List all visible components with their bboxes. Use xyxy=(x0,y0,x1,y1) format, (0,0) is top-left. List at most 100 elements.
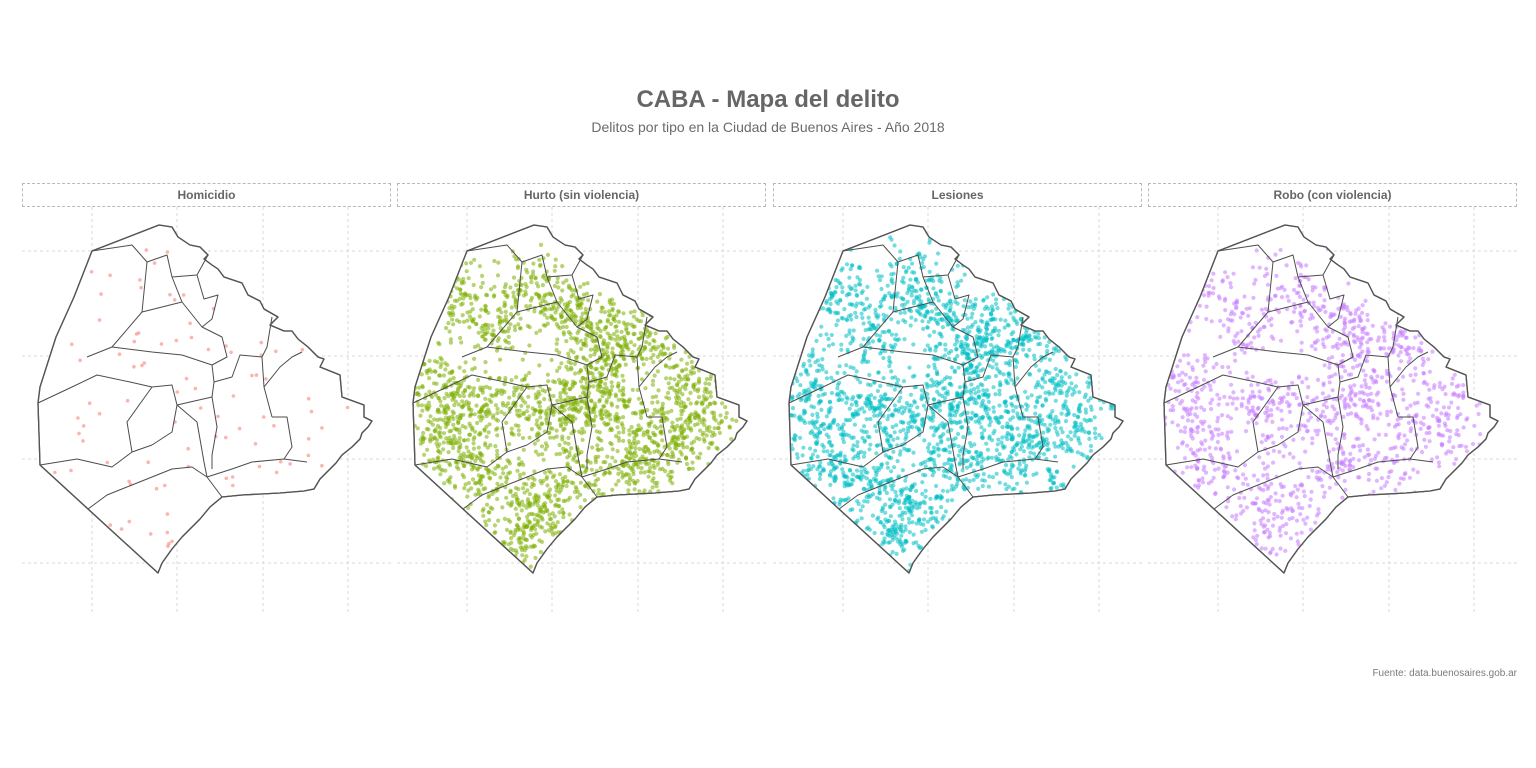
crime-point xyxy=(452,403,457,408)
crime-point xyxy=(490,323,495,328)
crime-point xyxy=(876,370,881,375)
crime-point xyxy=(531,269,536,274)
crime-point xyxy=(993,511,998,516)
crime-point xyxy=(842,307,847,312)
crime-point xyxy=(979,431,985,436)
crime-point xyxy=(632,435,637,440)
crime-point xyxy=(828,309,833,314)
crime-point xyxy=(711,430,716,435)
crime-point xyxy=(849,302,854,307)
crime-point xyxy=(574,459,579,464)
crime-point xyxy=(589,399,594,404)
crime-point xyxy=(864,547,869,552)
crime-point xyxy=(936,447,941,452)
crime-point xyxy=(324,255,329,260)
crime-point xyxy=(427,437,432,442)
crime-point xyxy=(878,410,883,415)
crime-point xyxy=(931,397,936,402)
crime-point xyxy=(974,337,979,342)
crime-point xyxy=(1052,330,1057,335)
crime-point xyxy=(589,324,594,329)
crime-point xyxy=(616,478,621,483)
crime-point xyxy=(125,398,130,403)
crime-point xyxy=(679,368,685,374)
crime-point xyxy=(165,250,170,254)
crime-point xyxy=(1043,390,1048,395)
crime-point xyxy=(529,280,534,285)
crime-point xyxy=(1002,444,1007,449)
crime-point xyxy=(839,268,844,273)
crime-point xyxy=(557,417,563,422)
crime-point xyxy=(840,467,845,472)
crime-point xyxy=(696,395,702,400)
crime-point xyxy=(1045,440,1050,445)
comuna-boundaries xyxy=(37,244,308,510)
crime-point xyxy=(663,325,668,330)
crime-point xyxy=(973,320,978,325)
crime-point xyxy=(624,455,629,460)
crime-point xyxy=(584,380,589,386)
crime-point xyxy=(943,509,948,514)
crime-point xyxy=(454,464,459,470)
crime-point xyxy=(518,572,523,573)
crime-point xyxy=(595,443,600,448)
crime-point xyxy=(458,511,463,516)
crime-point xyxy=(524,554,529,559)
crime-point xyxy=(439,403,444,408)
crime-point xyxy=(528,533,533,538)
crime-point xyxy=(1024,352,1029,358)
crime-point xyxy=(821,306,826,311)
crime-point xyxy=(898,449,903,454)
crime-point xyxy=(674,446,679,451)
crime-point xyxy=(853,310,858,315)
crime-point xyxy=(1088,443,1094,449)
crime-point xyxy=(454,441,459,446)
crime-point xyxy=(435,423,441,429)
crime-point xyxy=(484,434,489,439)
crime-point xyxy=(903,497,908,502)
crime-point xyxy=(702,422,707,427)
crime-point xyxy=(970,311,975,316)
crime-point xyxy=(954,394,960,399)
crime-point xyxy=(908,488,913,493)
crime-point xyxy=(816,393,821,398)
crime-point xyxy=(971,456,976,461)
crime-point xyxy=(899,405,905,410)
crime-point xyxy=(687,354,692,359)
crime-point xyxy=(512,324,517,329)
crime-point xyxy=(477,450,482,455)
crime-point xyxy=(942,386,947,391)
crime-point xyxy=(206,513,211,517)
crime-point xyxy=(424,405,429,410)
crime-point xyxy=(704,376,709,382)
crime-point xyxy=(828,301,833,307)
crime-point xyxy=(513,506,518,511)
crime-point xyxy=(937,408,942,413)
crime-point xyxy=(540,452,545,457)
crime-point xyxy=(1078,333,1083,338)
crime-point xyxy=(457,393,462,399)
crime-point xyxy=(919,395,924,400)
crime-point xyxy=(1083,410,1089,415)
crime-point xyxy=(933,348,938,353)
crime-point xyxy=(545,321,550,326)
crime-point xyxy=(570,415,575,420)
crime-point xyxy=(486,510,491,515)
facet-label-lesiones: Lesiones xyxy=(773,183,1142,207)
crime-point xyxy=(68,506,73,511)
crime-point xyxy=(575,306,580,311)
crime-point xyxy=(865,403,870,408)
crime-point xyxy=(1054,345,1059,350)
crime-point xyxy=(472,257,477,262)
crime-point xyxy=(944,375,949,380)
crime-point xyxy=(933,405,938,410)
crime-point xyxy=(77,431,81,436)
crime-point xyxy=(1054,485,1059,490)
crime-point xyxy=(679,408,684,413)
crime-point xyxy=(898,419,903,424)
crime-point xyxy=(257,241,261,246)
crime-point xyxy=(561,446,566,451)
crime-point xyxy=(449,502,454,507)
crime-point xyxy=(235,267,239,271)
crime-point xyxy=(928,496,933,501)
